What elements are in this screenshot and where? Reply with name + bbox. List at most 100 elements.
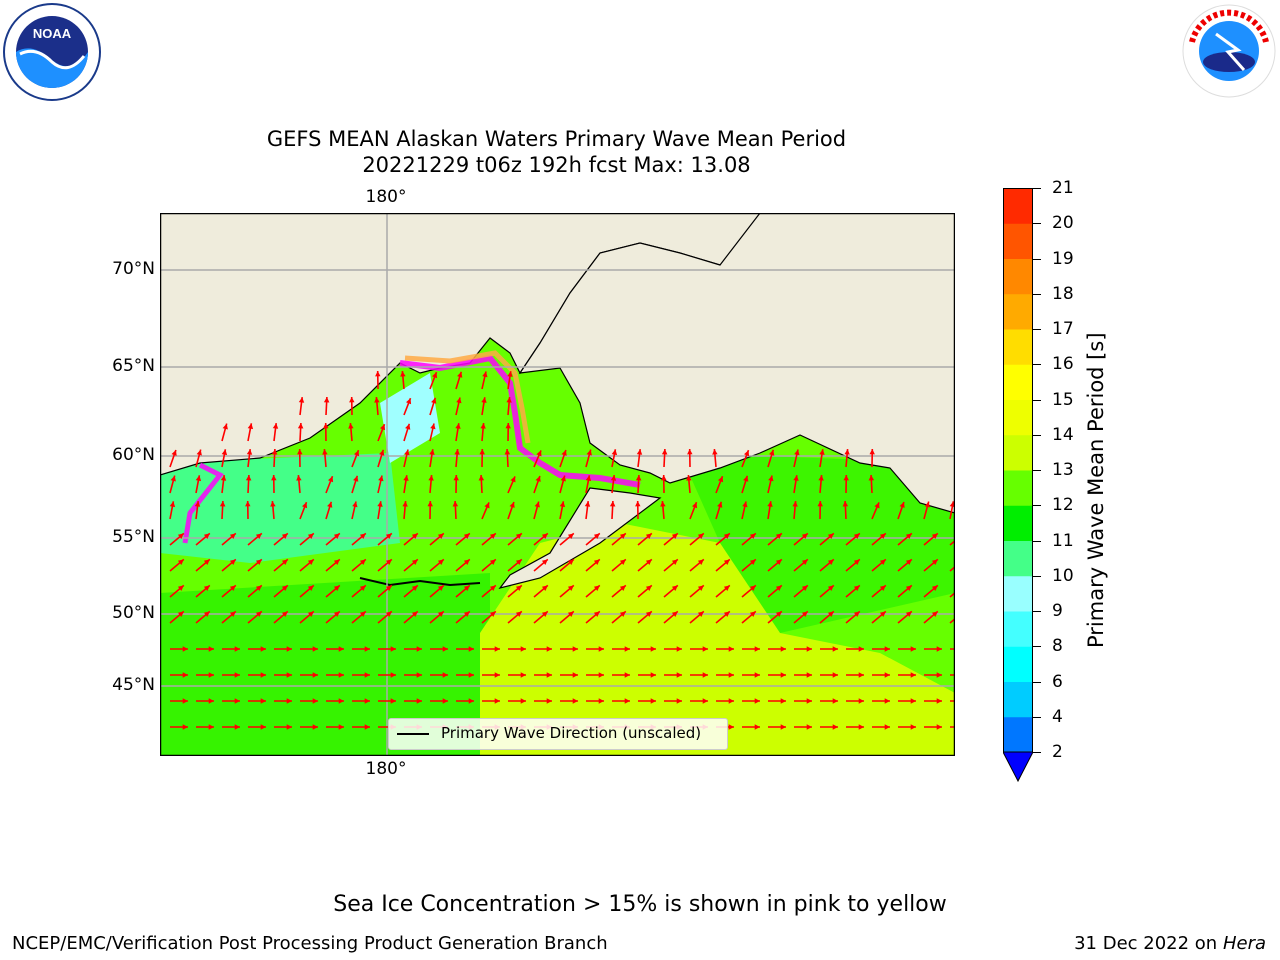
wave-arrow-head [546,646,552,652]
wave-arrow-head [411,559,418,565]
wave-arrow-head [702,672,708,678]
wave-arrow-head [567,533,574,539]
wave-arrow-head [489,533,496,539]
wave-arrow-head [429,449,435,455]
wave-arrow-head [348,423,354,429]
ocean-yellow-region [480,523,955,756]
colorbar-tick-mark [1033,575,1041,577]
wave-arrow-head [494,672,500,678]
wave-arrow-head [220,475,227,481]
colorbar-tick-mark [1033,434,1041,436]
noaa-logo: NOAA [2,2,102,102]
wave-arrow-head [801,533,808,539]
wave-arrow-head [463,533,470,539]
wave-arrow-head [884,672,890,678]
wave-arrow-head [515,585,522,591]
wave-arrow-head [832,672,838,678]
wave-arrow-head [593,559,600,565]
wave-arrow-head [832,646,838,652]
wave-arrow-head [255,533,262,539]
colorbar-cell [1003,329,1033,365]
wave-arrow-head [437,611,444,617]
wave-arrow-head [635,475,642,481]
sea-ice-edge-outer [404,350,531,444]
wave-arrow-head [853,533,860,539]
footer-host: Hera [1222,933,1266,954]
wave-arrow-head [338,646,344,652]
wave-arrow-head [806,646,812,652]
wave-arrow-head [297,423,304,429]
wave-arrow-head [567,611,574,617]
wave-arrow-head [819,449,825,455]
wave-arrow-head [260,646,266,652]
wave-arrow-head [717,501,723,508]
colorbar-tick-mark [1033,681,1041,683]
colorbar-cell [1003,540,1033,577]
wave-arrow-head [312,698,318,704]
wave-arrow-head [333,559,340,565]
wave-arrow-head [661,449,668,455]
wave-arrow-head [910,698,916,704]
wave-arrow-head [385,611,392,617]
wave-arrow-head [182,672,188,678]
wave-arrow-head [234,724,240,730]
colorbar-tick-mark [1033,188,1041,189]
wave-arrow-head [697,533,704,539]
wave-arrow-head [404,449,410,456]
wave-arrow-head [379,449,385,456]
wave-arrow-head [380,424,386,431]
wave-arrow-head [801,585,808,591]
wave-arrow-head [177,559,184,565]
wave-arrow-head [817,501,823,507]
wave-arrow-shaft [949,617,955,624]
wave-arrow-head [323,397,330,403]
colorbar-cell [1003,188,1033,224]
colorbar-tick-label: 11 [1052,530,1074,551]
wave-arrow-head [437,533,444,539]
wave-arrow-head [468,672,474,678]
wave-arrow-head [853,611,860,617]
colorbar-cell [1003,293,1033,330]
sea-ice-west [182,462,224,544]
wave-arrow-head [560,475,566,482]
colorbar-tick-label: 18 [1052,283,1074,304]
wave-arrow-head [359,611,366,617]
wave-arrow-head [390,698,396,704]
wave-arrow-head [203,559,210,565]
wave-arrow-head [364,672,370,678]
wave-arrow-head [874,502,880,509]
wave-arrow-head [723,611,730,617]
colorbar-cell [1003,364,1033,400]
colorbar-tick-mark [1033,364,1041,366]
wave-arrow-head [728,646,734,652]
wave-arrow-head [312,646,318,652]
wave-arrow-head [905,533,912,539]
wave-arrow-head [534,501,540,508]
wave-arrow-head [619,559,626,565]
lon-label-top: 180° [365,187,407,207]
wave-arrow-head [712,449,718,455]
wave-arrow-head [879,559,886,565]
wave-arrow-head [480,423,486,429]
wave-arrow-head [806,698,812,704]
wave-arrow-head [884,646,890,652]
wave-arrow-head [676,698,682,704]
wave-arrow-head [931,611,938,617]
wave-arrow-head [208,672,214,678]
wave-arrow-head [255,559,262,565]
colorbar-tick-label: 21 [1052,178,1074,198]
wave-arrow-head [390,646,396,652]
wave-arrow-head [234,672,240,678]
wave-arrow-head [411,611,418,617]
wave-arrow-head [520,698,526,704]
wave-arrow-head [505,423,511,429]
wave-arrow-head [385,585,392,591]
wave-arrow-head [507,371,513,377]
colorbar-tick-mark [1033,258,1041,260]
wave-arrow-head [586,449,592,456]
wave-arrow-head [411,585,418,591]
wave-arrow-head [245,501,251,507]
wave-arrow-head [780,672,786,678]
wave-arrow-head [298,397,305,403]
wave-arrow-head [203,585,210,591]
